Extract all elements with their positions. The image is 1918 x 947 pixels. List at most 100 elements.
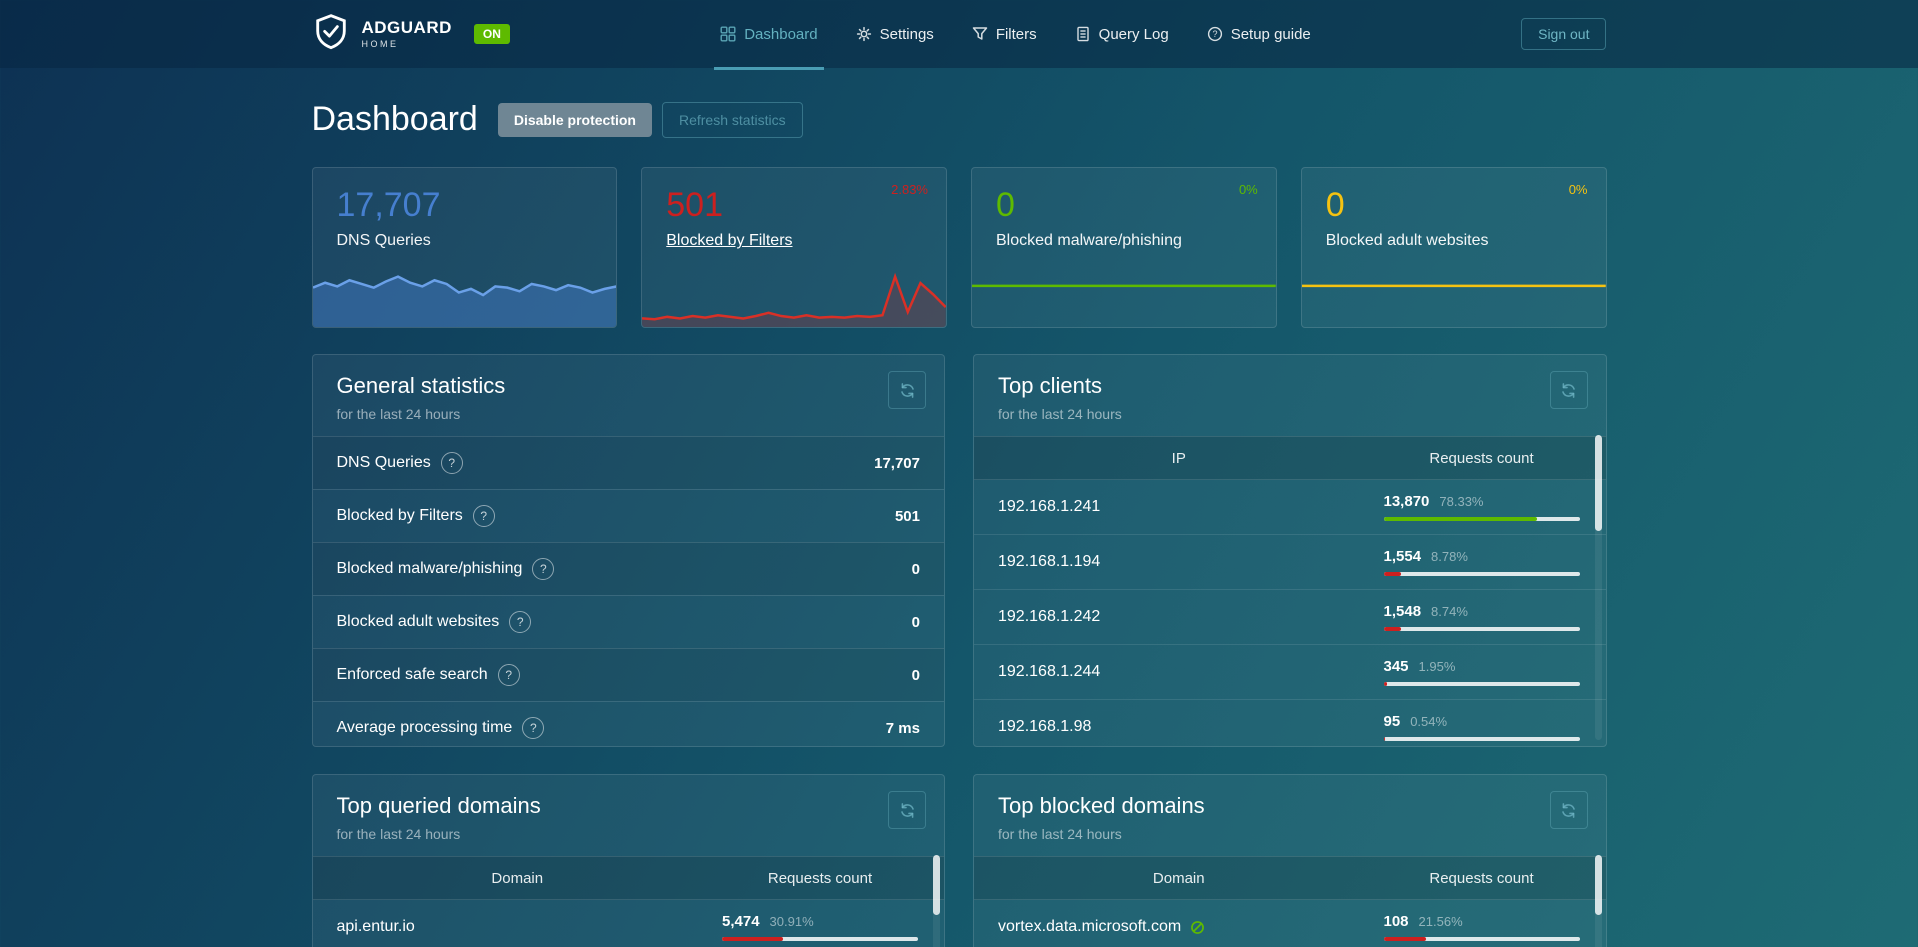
client-ip: 192.168.1.244 — [998, 663, 1101, 680]
blocked-malware-label: Blocked malware/phishing — [996, 232, 1182, 250]
client-progress-bar — [1383, 572, 1580, 576]
top-clients-refresh-button[interactable] — [1549, 371, 1588, 409]
domain-count: 108 — [1383, 913, 1409, 930]
client-count: 1,548 — [1383, 603, 1422, 620]
sign-out-button[interactable]: Sign out — [1521, 18, 1607, 50]
stat-value: 17,707 — [874, 454, 920, 472]
domain-row: api.entur.io 5,474 30.91% — [313, 900, 945, 947]
adguard-shield-logo-icon — [312, 12, 350, 57]
nav-item-settings[interactable]: Settings — [856, 0, 934, 68]
client-count: 1,554 — [1383, 548, 1422, 565]
tracker-icon — [1191, 920, 1205, 934]
top-queried-header-row: Domain Requests count — [312, 856, 944, 900]
blocked-malware-sparkline — [972, 271, 1276, 327]
client-ip: 192.168.1.242 — [998, 608, 1101, 625]
client-percent: 1.95% — [1418, 659, 1456, 674]
blocked-adult-value: 0 — [1325, 186, 1345, 224]
nav-label-dashboard: Dashboard — [744, 25, 818, 43]
client-count: 13,870 — [1383, 493, 1430, 510]
disable-protection-button[interactable]: Disable protection — [497, 102, 652, 137]
client-progress-bar — [1383, 627, 1580, 631]
help-icon[interactable]: ? — [509, 611, 532, 633]
top-queried-title: Top queried domains — [336, 793, 541, 818]
general-statistics-subtitle: for the last 24 hours — [336, 406, 461, 422]
top-blocked-header-row: Domain Requests count — [974, 856, 1606, 900]
stats-row: Blocked malware/phishing? 0 — [312, 542, 944, 595]
client-progress-bar — [1383, 517, 1580, 521]
help-icon[interactable]: ? — [497, 664, 520, 686]
top-queried-subtitle: for the last 24 hours — [336, 826, 461, 842]
svg-text:?: ? — [1212, 29, 1217, 39]
document-icon — [1076, 26, 1089, 42]
scrollbar-thumb[interactable] — [1594, 855, 1602, 915]
refresh-statistics-button[interactable]: Refresh statistics — [661, 101, 803, 138]
client-row: 192.168.1.98 95 0.54% — [974, 700, 1606, 746]
stat-value: 0 — [911, 613, 920, 631]
client-row: 192.168.1.242 1,548 8.74% — [974, 590, 1606, 645]
dns-queries-value: 17,707 — [336, 186, 441, 224]
help-circle-icon: ? — [1207, 26, 1222, 42]
stat-label: DNS Queries — [336, 454, 431, 471]
column-header-requests-count: Requests count — [1429, 869, 1534, 887]
dns-queries-sparkline — [312, 271, 617, 327]
top-clients-panel: Top clients for the last 24 hours IP Req… — [973, 354, 1607, 747]
client-count: 95 — [1383, 713, 1401, 730]
scrollbar-thumb[interactable] — [933, 855, 940, 915]
navbar: ADGUARD HOME ON Dashboard — [0, 0, 1918, 70]
blocked-domain: vortex.data.microsoft.com — [998, 918, 1182, 935]
client-percent: 8.74% — [1431, 604, 1468, 619]
top-clients-subtitle: for the last 24 hours — [998, 406, 1122, 422]
stats-row: Blocked by Filters? 501 — [312, 489, 944, 542]
client-progress-bar — [1383, 682, 1580, 686]
blocked-malware-percent: 0% — [1238, 182, 1258, 197]
nav-item-setup-guide[interactable]: ? Setup guide — [1207, 0, 1311, 68]
blocked-filters-link[interactable]: Blocked by Filters — [666, 232, 793, 250]
nav-item-filters[interactable]: Filters — [972, 0, 1037, 68]
refresh-icon — [1562, 802, 1575, 818]
help-icon[interactable]: ? — [532, 558, 555, 580]
top-blocked-subtitle: for the last 24 hours — [998, 826, 1122, 842]
top-queried-domains-panel: Top queried domains for the last 24 hour… — [311, 774, 945, 947]
stats-row: Average processing time? 7 ms — [312, 701, 944, 746]
blocked-malware-value: 0 — [996, 186, 1015, 224]
stat-value: 501 — [894, 507, 920, 525]
dashboard-icon — [720, 26, 736, 42]
page-title: Dashboard — [311, 100, 478, 138]
stat-label: Blocked adult websites — [336, 613, 500, 630]
general-statistics-title: General statistics — [336, 373, 506, 398]
client-row: 192.168.1.241 13,870 78.33% — [974, 480, 1606, 535]
nav-item-query-log[interactable]: Query Log — [1075, 0, 1169, 68]
brand: ADGUARD HOME ON — [312, 12, 510, 57]
top-blocked-refresh-button[interactable] — [1549, 791, 1588, 829]
scrollbar-thumb[interactable] — [1594, 435, 1602, 531]
client-ip: 192.168.1.98 — [998, 718, 1092, 735]
domain-count: 5,474 — [722, 913, 760, 930]
stat-card-dns-queries: 17,707 DNS Queries — [311, 167, 618, 328]
stat-label: Blocked by Filters — [336, 507, 463, 524]
help-icon[interactable]: ? — [522, 717, 545, 739]
help-icon[interactable]: ? — [440, 452, 463, 474]
stat-value: 0 — [911, 666, 920, 684]
client-percent: 8.78% — [1431, 549, 1468, 564]
client-row: 192.168.1.194 1,554 8.78% — [974, 535, 1606, 590]
domain-progress-bar — [1383, 937, 1580, 941]
client-ip: 192.168.1.194 — [998, 553, 1101, 570]
blocked-adult-label: Blocked adult websites — [1325, 232, 1489, 250]
refresh-icon — [900, 382, 914, 398]
nav-label-settings: Settings — [879, 25, 934, 43]
column-header-ip: IP — [1171, 449, 1186, 467]
nav-item-dashboard[interactable]: Dashboard — [714, 0, 825, 70]
domain-row: vortex.data.microsoft.com 108 21.56% — [974, 900, 1606, 947]
client-row: 192.168.1.244 345 1.95% — [974, 645, 1606, 700]
top-queried-refresh-button[interactable] — [888, 791, 926, 829]
general-statistics-table: DNS Queries? 17,707 Blocked by Filters? … — [312, 436, 944, 746]
queried-domain: api.entur.io — [336, 918, 415, 935]
gear-icon — [856, 26, 871, 42]
help-icon[interactable]: ? — [472, 505, 495, 527]
blocked-filters-sparkline — [642, 271, 946, 327]
stat-value: 7 ms — [885, 719, 920, 737]
nav-label-setup-guide: Setup guide — [1230, 25, 1311, 43]
blocked-adult-percent: 0% — [1568, 182, 1588, 197]
general-statistics-refresh-button[interactable] — [888, 371, 926, 409]
stat-value: 0 — [911, 560, 920, 578]
